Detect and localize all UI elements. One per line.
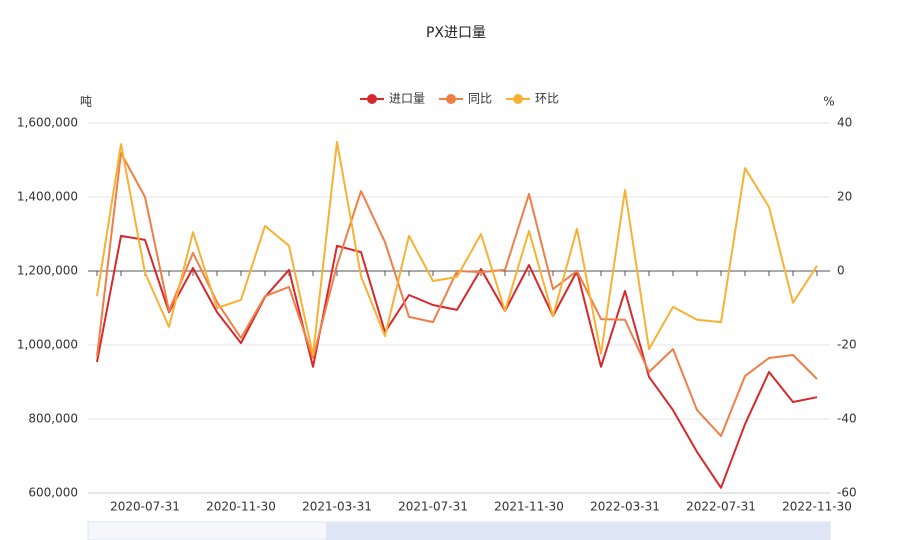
series-line (96, 140, 818, 356)
legend-marker[interactable] (446, 94, 457, 104)
x-tick-label: 2021-07-31 (398, 500, 468, 514)
legend-label[interactable]: 进口量 (389, 92, 425, 106)
y-tick-label: 1,400,000 (17, 190, 78, 204)
x-tick-label: 2022-11-30 (782, 500, 852, 514)
x-tick-label: 2022-03-31 (590, 500, 660, 514)
y-axis-label: 吨 (80, 95, 92, 109)
y-tick-label: 1,200,000 (17, 264, 78, 278)
x-tick-label: 2021-03-31 (302, 500, 372, 514)
y-tick-label: 600,000 (28, 486, 78, 500)
x-tick-label: 2021-11-30 (494, 500, 564, 514)
y2-tick-label: 40 (837, 116, 852, 130)
y2-axis-label: % (823, 95, 834, 109)
legend-marker[interactable] (513, 94, 524, 104)
legend-label[interactable]: 环比 (535, 92, 559, 106)
legend-marker[interactable] (367, 94, 377, 104)
y2-tick-label: -60 (837, 486, 857, 500)
chart-title: PX进口量 (426, 25, 486, 41)
series-line (96, 234, 818, 489)
series-line (96, 152, 818, 437)
y2-tick-label: -20 (837, 338, 857, 352)
x-tick-label: 2020-07-31 (110, 500, 180, 514)
zoom-window[interactable] (326, 522, 830, 540)
y2-tick-label: 20 (837, 190, 852, 204)
y-tick-label: 1,000,000 (17, 338, 78, 352)
x-tick-label: 2022-07-31 (686, 500, 756, 514)
y2-tick-label: 0 (837, 264, 845, 278)
y-tick-label: 800,000 (28, 412, 78, 426)
y2-tick-label: -40 (837, 412, 857, 426)
y-tick-label: 1,600,000 (17, 116, 78, 130)
legend-label[interactable]: 同比 (468, 92, 492, 106)
x-tick-label: 2020-11-30 (206, 500, 276, 514)
